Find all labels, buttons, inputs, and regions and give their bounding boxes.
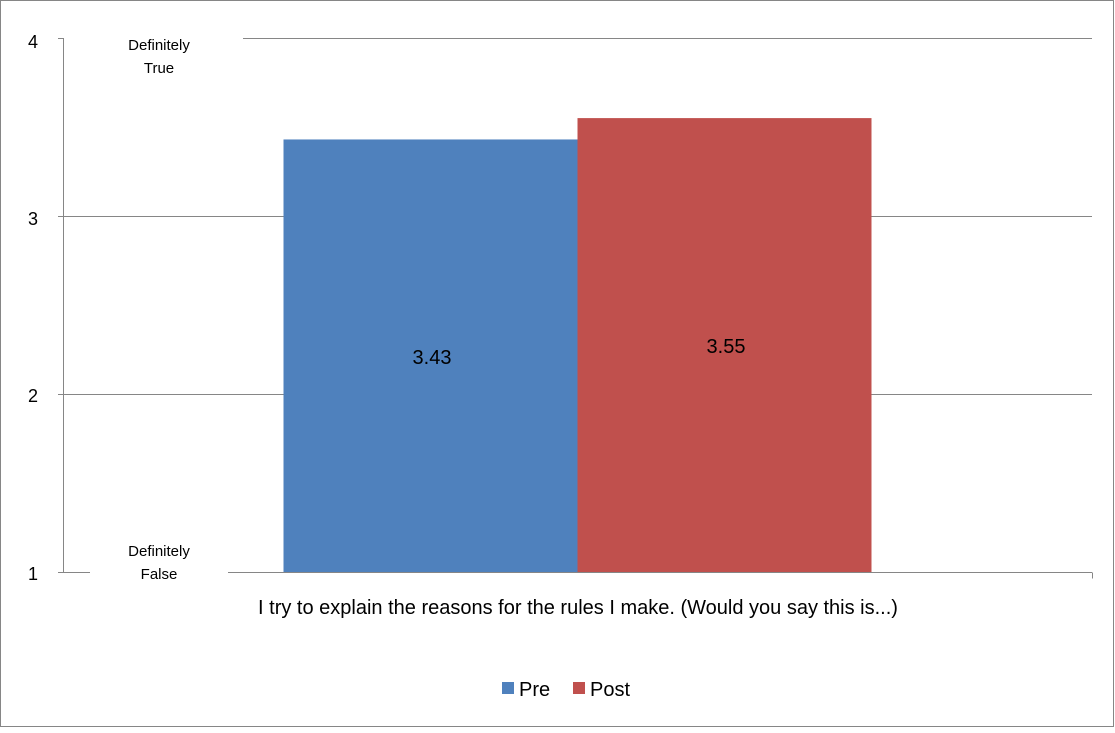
scale-top-label-line1: Definitely [128, 37, 190, 54]
bars [283, 118, 872, 572]
legend-label-pre: Pre [519, 679, 550, 701]
axes [58, 38, 1093, 579]
scale-bottom-label-line2: False [141, 566, 178, 583]
bar-post [577, 118, 872, 572]
labels: 4 3 2 1 Definitely True Definitely False… [28, 32, 898, 701]
y-tick-label: 2 [28, 386, 38, 406]
scale-bottom-label-line1: Definitely [128, 543, 190, 560]
bar-data-label-post: 3.55 [707, 336, 746, 358]
legend-label-post: Post [590, 679, 630, 701]
legend-swatch-post [573, 682, 585, 694]
y-tick-label: 3 [28, 209, 38, 229]
scale-top-label-line2: True [144, 60, 174, 77]
y-tick-label: 1 [28, 564, 38, 584]
legend-swatch-pre [502, 682, 514, 694]
bar-pre [283, 139, 578, 572]
x-category-label: I try to explain the reasons for the rul… [258, 597, 898, 619]
bar-data-label-pre: 3.43 [413, 347, 452, 369]
y-tick-label: 4 [28, 32, 38, 52]
